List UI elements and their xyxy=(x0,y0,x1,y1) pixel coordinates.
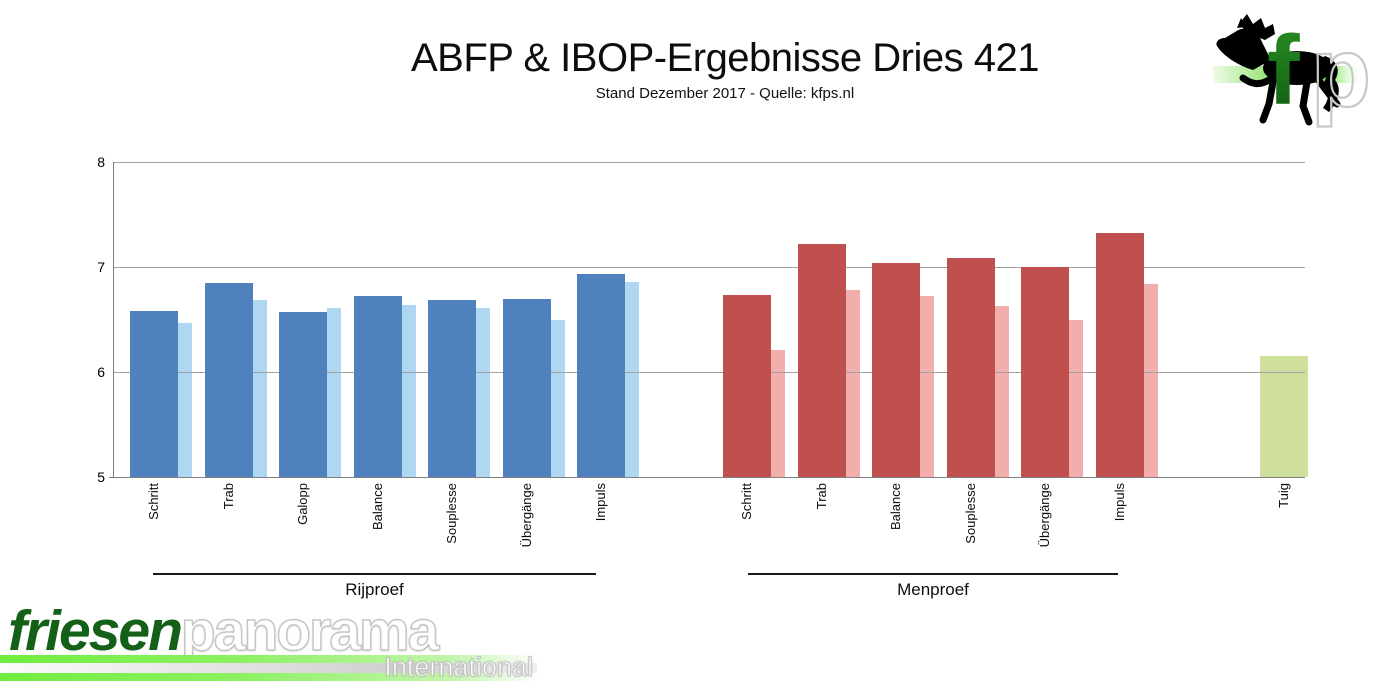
category-label-übergänge: Übergänge xyxy=(1037,483,1052,548)
stripe-green-top xyxy=(0,655,537,663)
group-underline-rijproef xyxy=(153,573,596,575)
friesenpanorama-wordmark: friesenpanorama International xyxy=(0,598,560,698)
category-label-trab: Trab xyxy=(813,483,829,510)
bar-rijproef-trab-primary xyxy=(205,282,253,477)
bar-menproef-schritt-secondary xyxy=(771,349,785,477)
category-label-schritt: Schritt xyxy=(146,483,161,520)
bar-rijproef-impuls-secondary xyxy=(625,281,639,477)
category-label-galopp: Galopp xyxy=(295,483,310,525)
bar-rijproef-trab-secondary xyxy=(253,299,267,477)
wordmark-panorama: panorama xyxy=(180,598,440,664)
bar-tuig-primary xyxy=(1260,356,1308,477)
fp-horse-logo: f p xyxy=(1213,8,1395,130)
category-label-souplesse: Souplesse xyxy=(962,483,978,544)
bar-rijproef-übergänge-secondary xyxy=(551,319,565,477)
bar-rijproef-souplesse-primary xyxy=(428,299,476,477)
chart-title: ABFP & IBOP-Ergebnisse Dries 421 xyxy=(411,36,1039,80)
bar-rijproef-impuls-primary xyxy=(577,274,625,477)
horse-icon xyxy=(1216,14,1341,126)
y-tick-label-5: 5 xyxy=(97,469,105,485)
x-axis-line xyxy=(109,477,1305,478)
category-label-impuls: Impuls xyxy=(593,483,608,522)
bar-rijproef-schritt-secondary xyxy=(178,322,192,477)
bar-menproef-trab-primary xyxy=(798,243,846,477)
bar-menproef-trab-secondary xyxy=(846,290,860,477)
bar-menproef-souplesse-secondary xyxy=(995,305,1009,477)
gridline-7 xyxy=(113,267,1305,268)
category-label-souplesse: Souplesse xyxy=(444,483,459,544)
bar-menproef-balance-secondary xyxy=(920,296,934,477)
bar-menproef-balance-primary xyxy=(872,262,920,477)
y-tick-label-6: 6 xyxy=(97,364,105,380)
bar-menproef-übergänge-primary xyxy=(1021,267,1069,477)
gridline-8 xyxy=(113,162,1305,163)
bar-rijproef-balance-primary xyxy=(354,296,402,477)
bar-menproef-übergänge-secondary xyxy=(1069,319,1083,477)
y-tick-label-8: 8 xyxy=(97,154,105,170)
wordmark-text: friesenpanorama xyxy=(8,598,440,664)
chart-subtitle: Stand Dezember 2017 - Quelle: kfps.nl xyxy=(595,85,855,102)
bar-rijproef-schritt-primary xyxy=(130,311,178,477)
y-tick-label-7: 7 xyxy=(97,259,105,275)
bar-rijproef-übergänge-primary xyxy=(503,298,551,477)
bar-rijproef-galopp-secondary xyxy=(327,307,341,477)
category-label-schritt: Schritt xyxy=(739,483,754,520)
stripe-green-bottom xyxy=(0,673,537,681)
bar-rijproef-galopp-primary xyxy=(279,312,327,477)
fp-horse-logo-graphic: f p xyxy=(1213,14,1372,128)
category-label-impuls: Impuls xyxy=(1111,483,1127,522)
category-label-trab: Trab xyxy=(220,483,236,510)
bar-menproef-impuls-primary xyxy=(1096,233,1144,477)
group-label-menproef: Menproef xyxy=(897,580,969,599)
logo-letter-f: f xyxy=(1267,15,1300,125)
bar-rijproef-balance-secondary xyxy=(402,304,416,477)
category-label-übergänge: Übergänge xyxy=(518,483,534,548)
wordmark-international: International xyxy=(384,652,534,683)
group-underline-menproef xyxy=(748,573,1118,575)
chart-header: ABFP & IBOP-Ergebnisse Dries 421 Stand D… xyxy=(50,36,1400,102)
bar-menproef-impuls-secondary xyxy=(1144,283,1158,477)
group-label-rijproef: Rijproef xyxy=(345,580,404,599)
stripe-silver-middle xyxy=(0,663,537,673)
logo-letter-p: p xyxy=(1311,17,1371,127)
wordmark-stripes xyxy=(0,655,537,681)
wordmark-friesen: friesen xyxy=(8,599,183,663)
category-label-tuig: Tuig xyxy=(1276,483,1291,508)
bar-menproef-schritt-primary xyxy=(723,295,771,477)
gridline-6 xyxy=(113,372,1305,373)
y-axis-line xyxy=(113,162,114,477)
bar-menproef-souplesse-primary xyxy=(947,257,995,477)
bar-rijproef-souplesse-secondary xyxy=(476,307,490,477)
category-label-balance: Balance xyxy=(369,483,385,530)
category-label-balance: Balance xyxy=(888,483,903,530)
